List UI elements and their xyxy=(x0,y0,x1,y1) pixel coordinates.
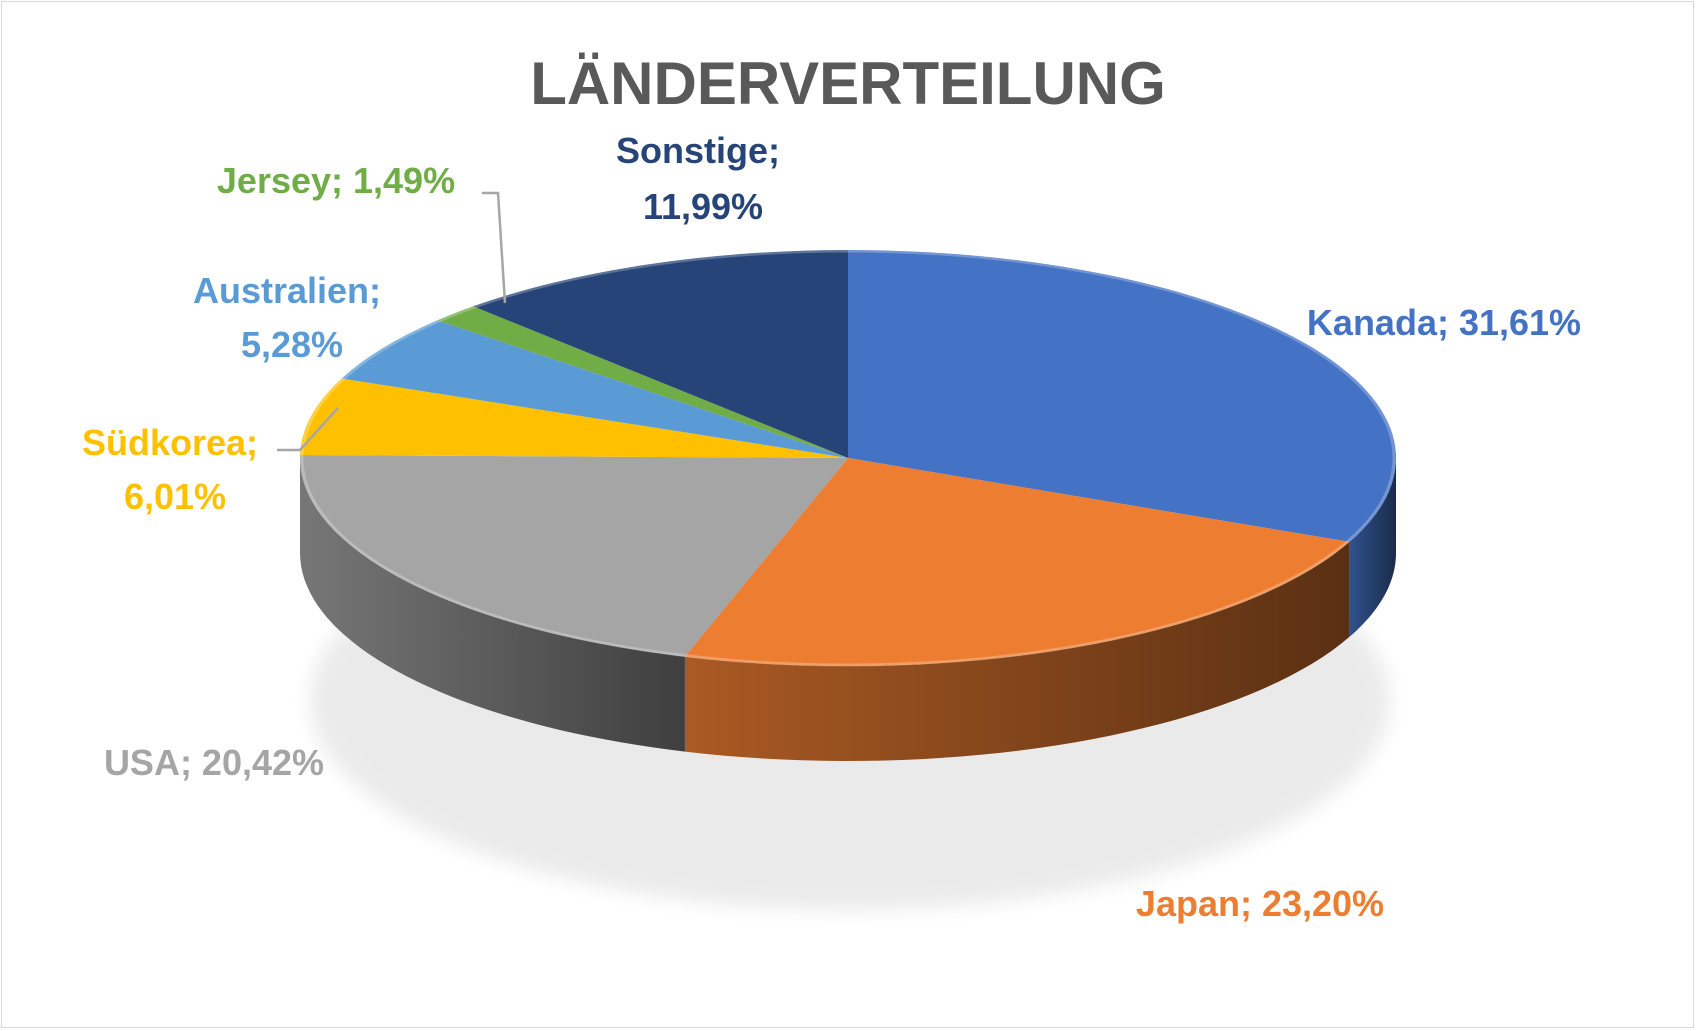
data-label-suedkorea-value: 6,01% xyxy=(124,476,226,517)
pie-sides xyxy=(300,458,1396,761)
leader-lines xyxy=(277,191,507,452)
pie-slice-japan xyxy=(684,458,1350,667)
data-labels: Kanada; 31,61% Japan; 23,20% USA; 20,42%… xyxy=(82,130,1581,924)
data-label-australien: Australien; 5,28% xyxy=(193,270,391,365)
pie-side-usa xyxy=(300,458,685,752)
pie-side-japan xyxy=(684,541,1350,761)
data-label-japan: Japan; 23,20% xyxy=(1136,883,1384,924)
data-label-usa: USA; 20,42% xyxy=(104,742,324,783)
pie-rim-highlight xyxy=(300,249,1396,667)
data-label-jersey: Jersey; 1,49% xyxy=(217,160,455,201)
data-label-sonstige-value: 11,99% xyxy=(643,186,763,227)
pie-slice-jersey xyxy=(437,306,848,458)
pie-slice-australien xyxy=(341,320,848,458)
data-label-australien-value: 5,28% xyxy=(241,324,343,365)
data-label-sonstige-name: Sonstige; xyxy=(616,130,780,171)
data-label-suedkorea: Südkorea; 6,01% xyxy=(82,422,268,517)
pie-slice-sonstige xyxy=(473,250,848,458)
data-label-australien-name: Australien; xyxy=(193,270,381,311)
data-label-suedkorea-name: Südkorea; xyxy=(82,422,258,463)
chart-title: LÄNDERVERTEILUNG xyxy=(530,50,1166,117)
pie-slice-kanada xyxy=(848,250,1396,542)
pie-slice-suedkorea xyxy=(300,378,849,458)
leader-line-suedkorea xyxy=(277,407,339,452)
data-label-kanada: Kanada; 31,61% xyxy=(1307,302,1581,343)
leader-line-jersey xyxy=(482,191,507,304)
pie-slice-usa xyxy=(300,455,848,657)
pie-slices xyxy=(300,249,1396,667)
pie-side-kanada xyxy=(1349,458,1396,637)
data-label-sonstige: Sonstige; 11,99% xyxy=(616,130,790,227)
